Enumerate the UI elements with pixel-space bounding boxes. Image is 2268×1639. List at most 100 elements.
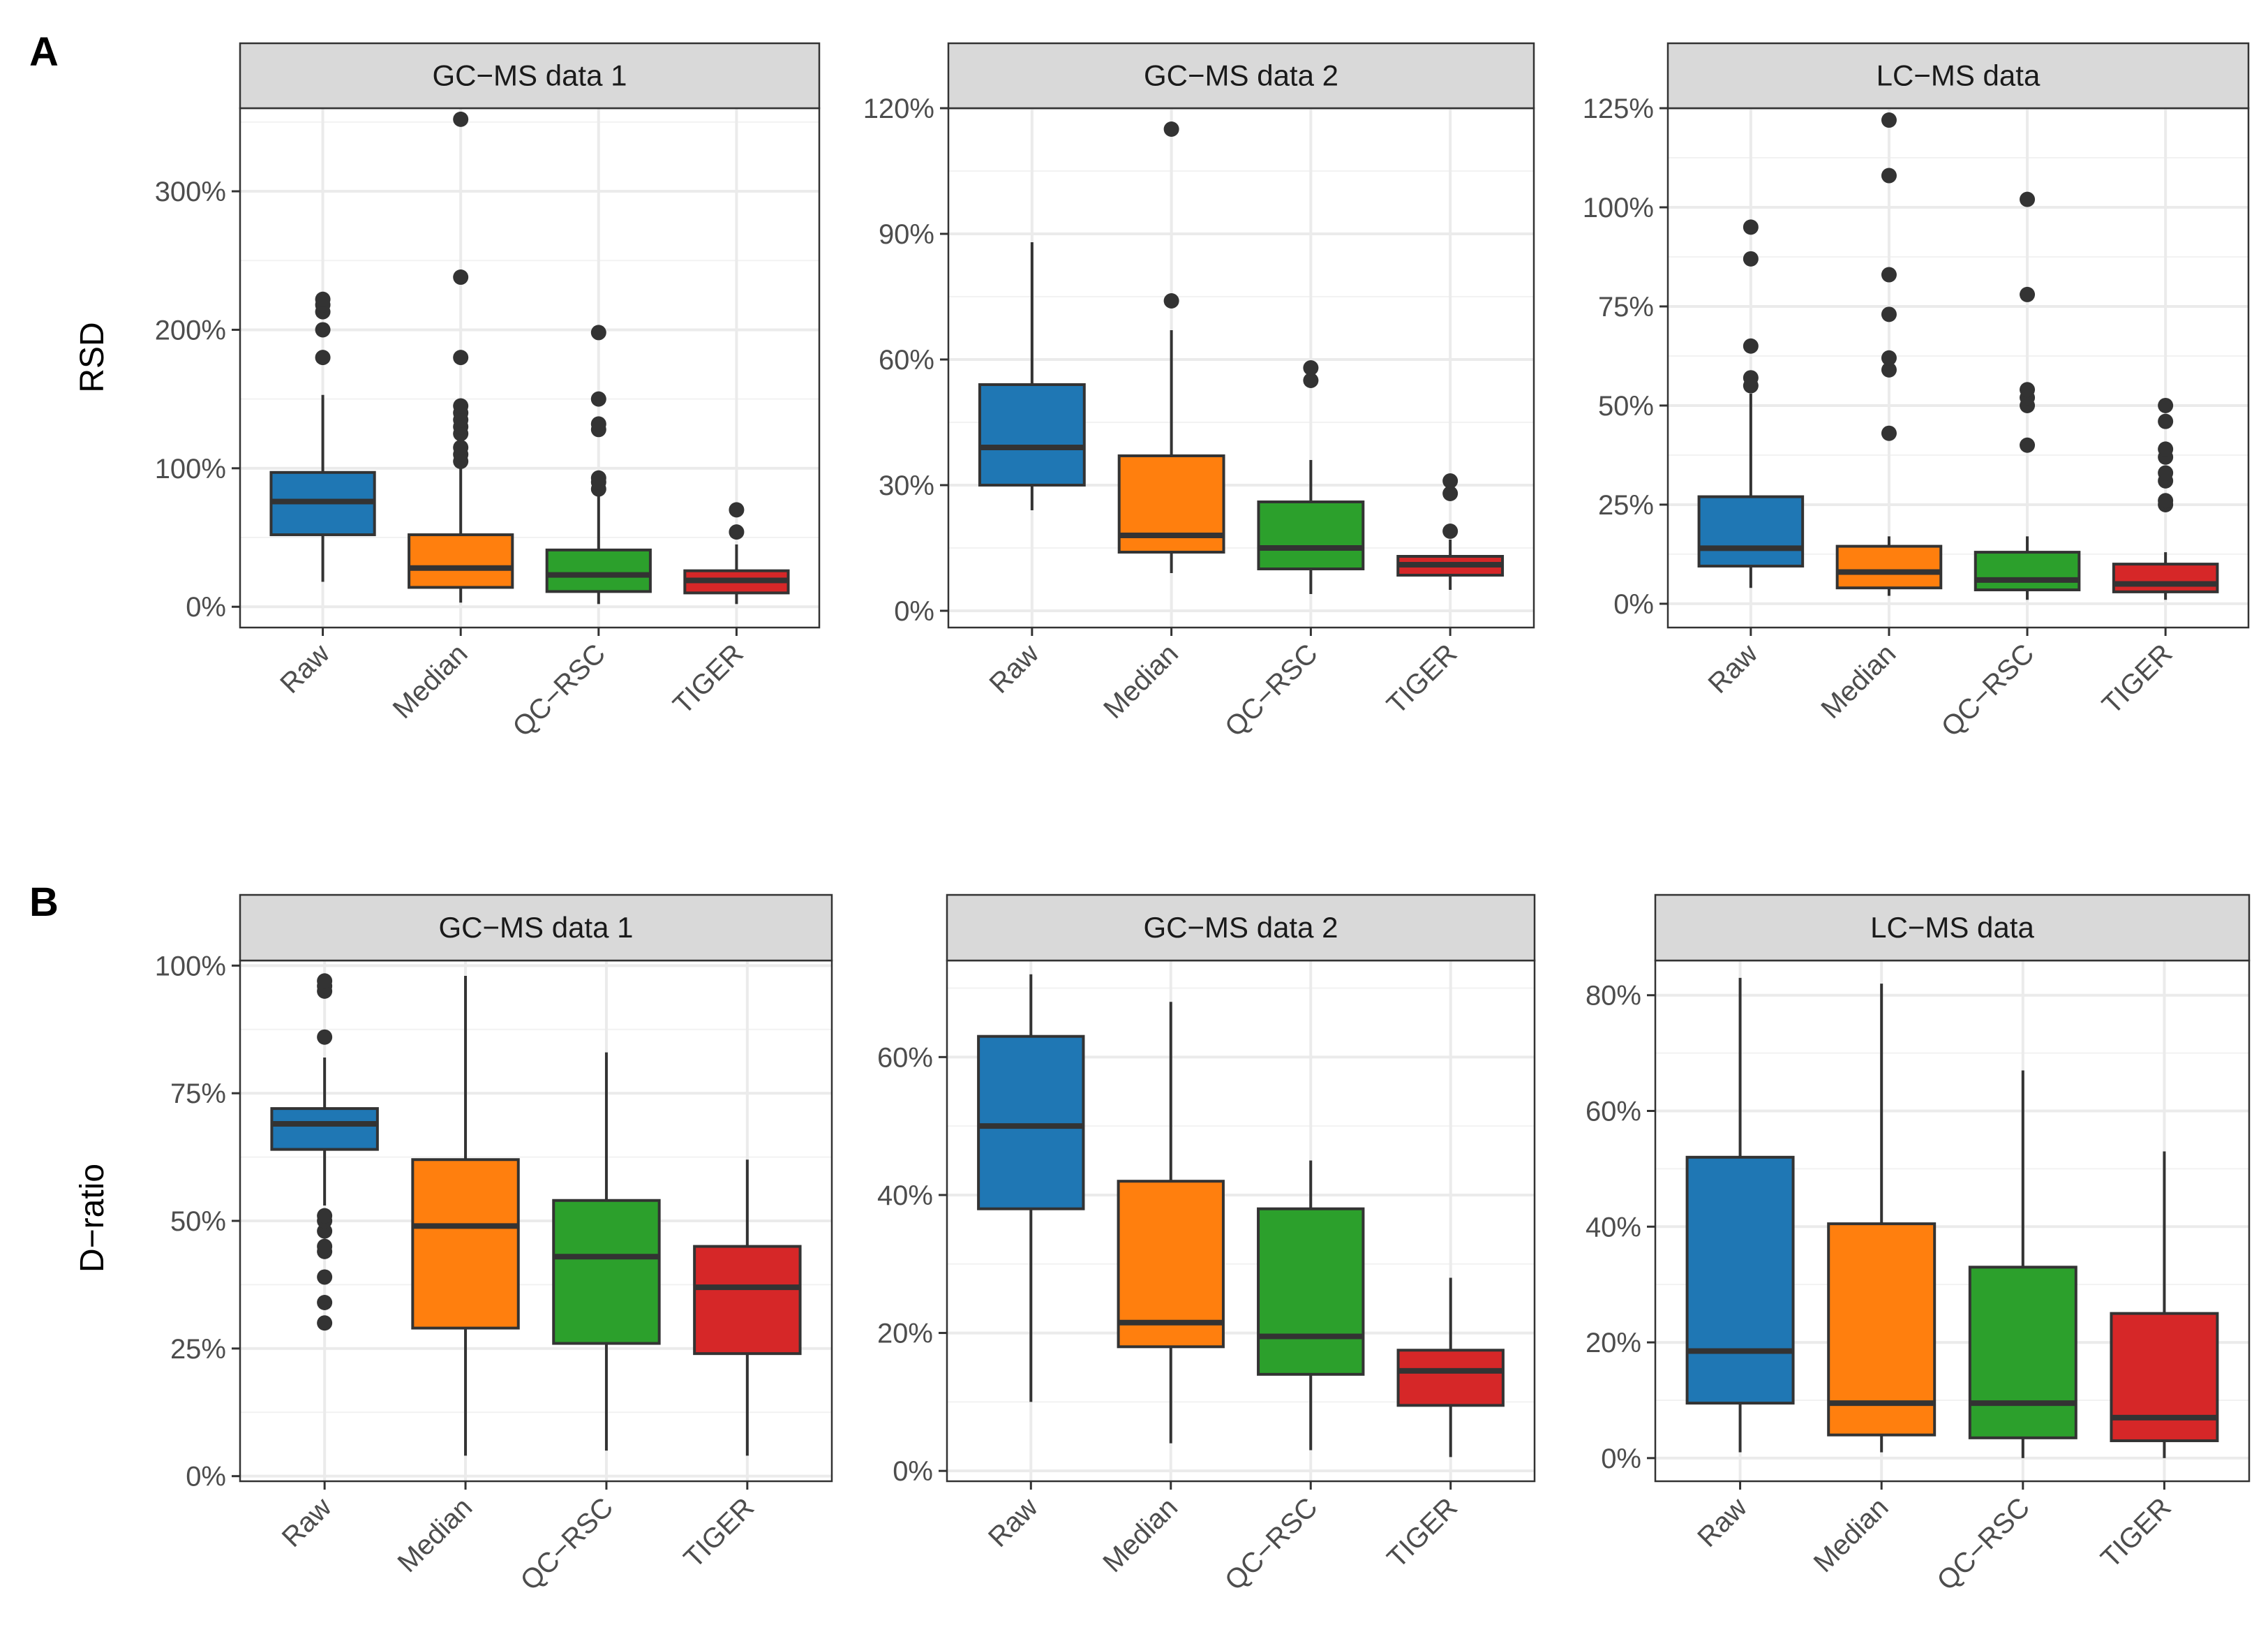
outlier-point <box>590 391 606 407</box>
y-tick-label: 0% <box>893 1456 933 1487</box>
facet-3: LC−MS data 0% 25% 50% 75% 100% 125% Raw Median QC… <box>1583 42 2250 743</box>
x-tick-label: QC−RSC <box>1931 1492 2036 1596</box>
outlier-point <box>453 111 469 127</box>
x-tick-label: Raw <box>276 1492 338 1553</box>
outlier-point <box>729 524 745 540</box>
outlier-point <box>315 322 331 338</box>
outlier-point <box>2158 397 2174 413</box>
box-iqr <box>545 548 652 593</box>
facet-strip-title: GC−MS data 1 <box>433 59 627 92</box>
outlier-point <box>2158 413 2174 429</box>
x-tick-label: TIGER <box>1381 638 1463 720</box>
y-tick-label: 75% <box>170 1078 226 1109</box>
y-tick-label: 120% <box>863 94 934 124</box>
outlier-point <box>315 291 331 307</box>
y-tick-label: 50% <box>1598 391 1654 422</box>
x-tick-label: Median <box>387 638 474 725</box>
outlier-point <box>453 269 469 285</box>
facet-2: GC−MS data 2 0% 30% 60% 90% 120% Raw Median QC−R… <box>863 42 1535 743</box>
box-iqr <box>2110 1312 2219 1442</box>
x-tick-label: TIGER <box>667 638 749 720</box>
outlier-point <box>1881 112 1897 128</box>
y-tick-label: 60% <box>879 345 934 376</box>
box-qc-rsc <box>552 1052 661 1451</box>
box-iqr <box>1396 1349 1505 1407</box>
box-raw <box>1697 219 1805 588</box>
y-tick-label: 90% <box>879 219 934 250</box>
box-iqr <box>2112 563 2219 593</box>
x-tick-label: Median <box>392 1492 479 1578</box>
x-tick-label: Raw <box>274 638 336 699</box>
y-tick-label: 80% <box>1586 981 1641 1011</box>
y-tick-label: 0% <box>1601 1444 1641 1474</box>
outlier-point <box>317 1315 333 1331</box>
facet-strip <box>239 893 833 962</box>
box-qc-rsc <box>1968 1070 2077 1458</box>
x-tick-label: Raw <box>1703 638 1764 699</box>
box-iqr <box>1835 544 1943 590</box>
x-tick-label: Median <box>1097 1492 1184 1578</box>
outlier-point <box>1881 267 1897 283</box>
box-median <box>1117 1002 1225 1444</box>
facet-strip <box>946 893 1536 962</box>
box-iqr <box>1968 1266 2077 1439</box>
outlier-point <box>1163 121 1179 137</box>
box-median <box>1835 112 1943 596</box>
outlier-point <box>453 398 469 414</box>
box-median <box>1117 121 1225 573</box>
outlier-point <box>453 350 469 366</box>
box-tiger <box>683 502 790 605</box>
box-iqr <box>1117 1180 1225 1349</box>
facet-4: GC−MS data 1 0% 25% 50% 75% 100% Raw Median QC−R… <box>155 893 833 1596</box>
box-iqr <box>1685 1155 1795 1405</box>
y-tick-label: 40% <box>877 1180 933 1211</box>
facet-5: GC−MS data 2 0% 20% 40% 60% Raw Median QC−RSC TI… <box>877 893 1536 1596</box>
outlier-point <box>317 973 333 989</box>
box-iqr <box>1827 1222 1937 1437</box>
box-iqr <box>978 383 1086 487</box>
y-tick-label: 200% <box>155 315 226 346</box>
box-raw <box>270 973 379 1331</box>
x-tick-label: TIGER <box>2096 638 2179 720</box>
outlier-point <box>729 502 745 518</box>
x-tick-label: QC−RSC <box>1936 638 2041 743</box>
box-raw <box>1685 977 1795 1453</box>
outlier-point <box>2158 493 2174 509</box>
outlier-point <box>1881 362 1897 378</box>
outlier-point <box>2020 382 2036 398</box>
y-tick-label: 300% <box>155 177 226 207</box>
outlier-point <box>1442 524 1458 539</box>
box-iqr <box>977 1034 1085 1210</box>
outlier-point <box>315 350 331 366</box>
x-tick-label: Median <box>1815 638 1902 725</box>
box-median <box>1827 984 1937 1453</box>
y-tick-label: 0% <box>1613 589 1654 620</box>
outlier-point <box>1442 486 1458 501</box>
plot-background <box>948 108 1534 628</box>
outlier-point <box>1442 473 1458 489</box>
panel-letter-b: B <box>29 880 59 925</box>
outlier-point <box>1743 251 1759 267</box>
y-tick-label: 100% <box>1583 193 1654 223</box>
outlier-point <box>590 416 606 432</box>
outlier-point <box>1881 306 1897 322</box>
panel-letter-a: A <box>29 29 59 75</box>
outlier-point <box>2020 437 2036 453</box>
y-tick-label: 20% <box>1586 1328 1641 1358</box>
outlier-point <box>2158 465 2174 481</box>
outlier-point <box>453 440 469 456</box>
facet-strip-title: LC−MS data <box>1870 911 2034 944</box>
facet-strip-title: GC−MS data 2 <box>1144 911 1338 944</box>
outlier-point <box>1743 338 1759 354</box>
box-qc-rsc <box>1974 191 2081 600</box>
box-median <box>408 111 514 603</box>
outlier-point <box>317 1238 333 1254</box>
box-iqr <box>1257 1207 1365 1376</box>
outlier-point <box>2020 191 2036 207</box>
outlier-point <box>1303 360 1319 376</box>
outlier-point <box>317 1208 333 1224</box>
y-tick-label: 20% <box>877 1319 933 1349</box>
outlier-point <box>2158 441 2174 457</box>
facet-strip <box>239 42 821 110</box>
